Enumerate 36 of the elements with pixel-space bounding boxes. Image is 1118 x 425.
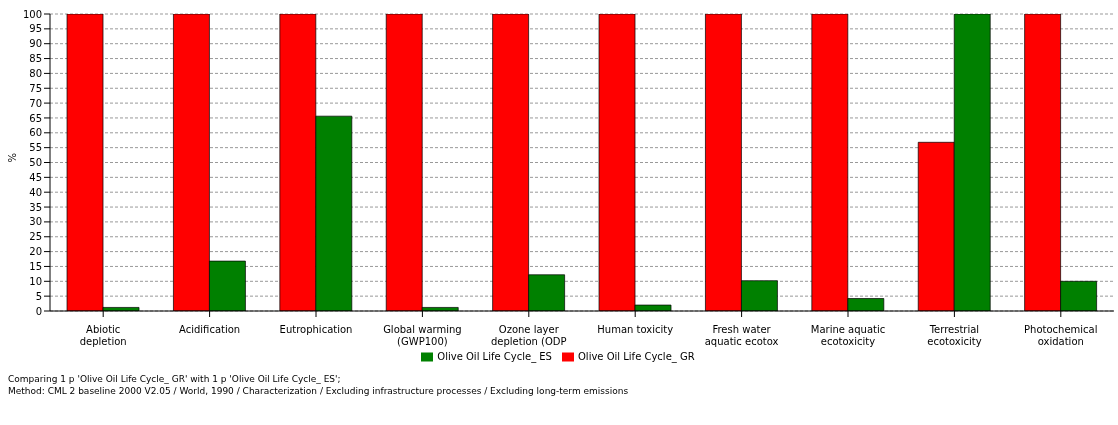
x-tick-label: Fresh water aquatic ecotox [704,324,779,347]
y-tick-label: 0 [35,305,42,317]
y-tick-label: 15 [29,261,42,272]
y-tick-label: 60 [29,127,42,139]
x-tick-label: Abiotic depletion [79,324,127,347]
x-tick-label: Human toxicity [597,324,674,335]
text: Comparing 1 p 'Olive Oil Life Cycle_ GR' with 1 p 'Olive Oil Life Cycle_ ES'; [8,373,342,385]
y-tick-label: 35 [29,201,42,213]
text: Method: CML 2 baseline 2000 V2.05 / World, 1990 / Characterization / Excluding infrastructure processes / Excluding long-term emissions [8,385,630,397]
y-axis-title: % [6,152,18,163]
x-tick-label: Acidification [179,324,241,335]
legend-label: Olive Oil Life Cycle_ GR [577,351,695,362]
y-tick-label: 65 [29,112,42,124]
y-tick-label: 85 [29,53,42,65]
legend-label: Olive Oil Life Cycle_ ES [437,351,552,362]
x-tick-label: Global warming (GWP100) [383,324,462,347]
x-tick-label: Terrestrial ecotoxicity [927,324,982,347]
y-tick-label: 50 [29,157,42,169]
y-tick-label: 95 [29,23,42,35]
y-tick-label: 40 [29,186,42,198]
y-tick-label: 70 [29,97,42,109]
y-tick-label: 100 [22,8,42,20]
y-tick-label: 5 [35,290,42,302]
y-tick-label: 10 [29,275,42,287]
y-tick-label: 45 [29,171,42,183]
x-tick-label: Ozone layer depletion (ODP [490,324,567,347]
x-tick-label: Marine aquatic ecotoxicity [810,324,886,347]
y-tick-label: 80 [29,67,42,79]
y-tick-label: 55 [29,142,42,154]
x-tick-label: Photochemical oxidation [1024,324,1098,347]
y-tick-label: 75 [29,82,42,94]
y-tick-label: 25 [29,231,42,243]
y-tick-label: 20 [29,246,42,258]
x-tick-label: Eutrophication [279,324,353,335]
y-tick-label: 30 [29,216,42,228]
y-tick-label: 90 [29,38,42,50]
